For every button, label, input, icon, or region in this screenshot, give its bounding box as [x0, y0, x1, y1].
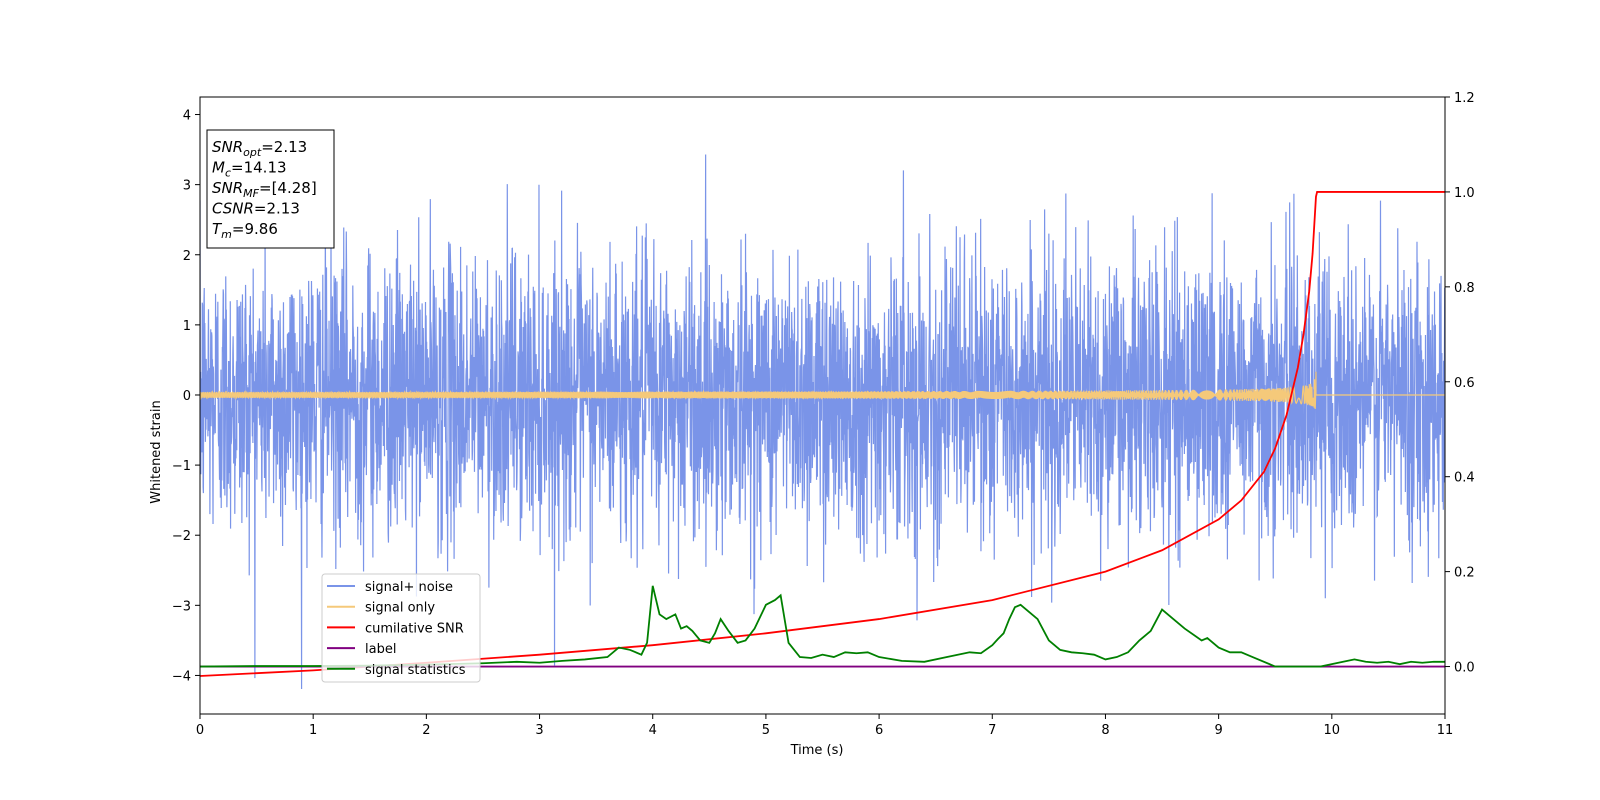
legend-label: label — [365, 642, 396, 657]
y-tick-label-left: 1 — [183, 319, 191, 334]
info-box-frame — [206, 129, 335, 249]
y-tick-label-left: −1 — [172, 459, 191, 474]
axes: 0 1 2 3 4 5 6 7 8 9 10 11 −4 −3 −2 −1 0 1 2 3 4 0.0 0.2 0.4 0.6 0… — [172, 91, 1475, 738]
x-tick-label: 2 — [422, 723, 430, 738]
y-tick-label-left: −2 — [172, 529, 191, 544]
y-tick-label-left: 2 — [183, 249, 191, 264]
legend-label: signal+ noise — [365, 580, 453, 595]
plot-frame — [199, 96, 1446, 715]
info-line: SNRMF=[4.28] — [212, 179, 317, 200]
x-tick-label: 10 — [1324, 723, 1341, 738]
x-tick-label: 4 — [649, 723, 657, 738]
y-tick-label-left: 0 — [183, 389, 191, 404]
legend: signal+ noise signal only cumilative SNR la… — [321, 573, 481, 683]
y-tick-label-right: 0.6 — [1454, 376, 1475, 391]
x-tick-label: 8 — [1101, 723, 1109, 738]
legend-label: signal statistics — [365, 663, 466, 678]
y-tick-label-right: 1.2 — [1454, 91, 1475, 106]
y-tick-label-left: −4 — [172, 669, 191, 684]
legend-label: cumilative SNR — [365, 621, 464, 636]
info-box: SNRopt=2.13Mc=14.13SNRMF=[4.28]CSNR=2.13… — [206, 129, 335, 249]
y-tick-label-right: 0.8 — [1454, 281, 1475, 296]
info-line: CSNR=2.13 — [212, 200, 300, 218]
legend-label: signal only — [365, 601, 435, 616]
series-cumilative-snr — [200, 191, 1445, 677]
x-tick-label: 3 — [535, 723, 543, 738]
x-tick-label: 0 — [196, 723, 204, 738]
y-tick-label-left: 3 — [183, 179, 191, 194]
series-signal-statistics — [200, 585, 1445, 668]
y-axis-title: Whitened strain — [149, 400, 164, 503]
y-tick-label-right: 0.4 — [1454, 471, 1475, 486]
x-tick-label: 6 — [875, 723, 883, 738]
info-line: SNRopt=2.13 — [212, 138, 307, 159]
y-tick-label-left: 4 — [183, 109, 191, 124]
legend-frame — [321, 573, 481, 683]
y-tick-label-right: 1.0 — [1454, 186, 1475, 201]
series-signal-only — [200, 371, 1445, 410]
x-axis-title: Time (s) — [790, 743, 844, 758]
x-tick-label: 7 — [988, 723, 996, 738]
info-line: Mc=14.13 — [212, 159, 287, 180]
x-tick-label: 11 — [1437, 723, 1454, 738]
x-tick-label: 5 — [762, 723, 770, 738]
x-tick-label: 1 — [309, 723, 317, 738]
y-tick-label-right: 0.2 — [1454, 566, 1475, 581]
info-line: Tm=9.86 — [212, 220, 278, 241]
x-tick-label: 9 — [1214, 723, 1222, 738]
y-tick-label-right: 0.0 — [1454, 661, 1475, 676]
y-tick-label-left: −3 — [172, 599, 191, 614]
